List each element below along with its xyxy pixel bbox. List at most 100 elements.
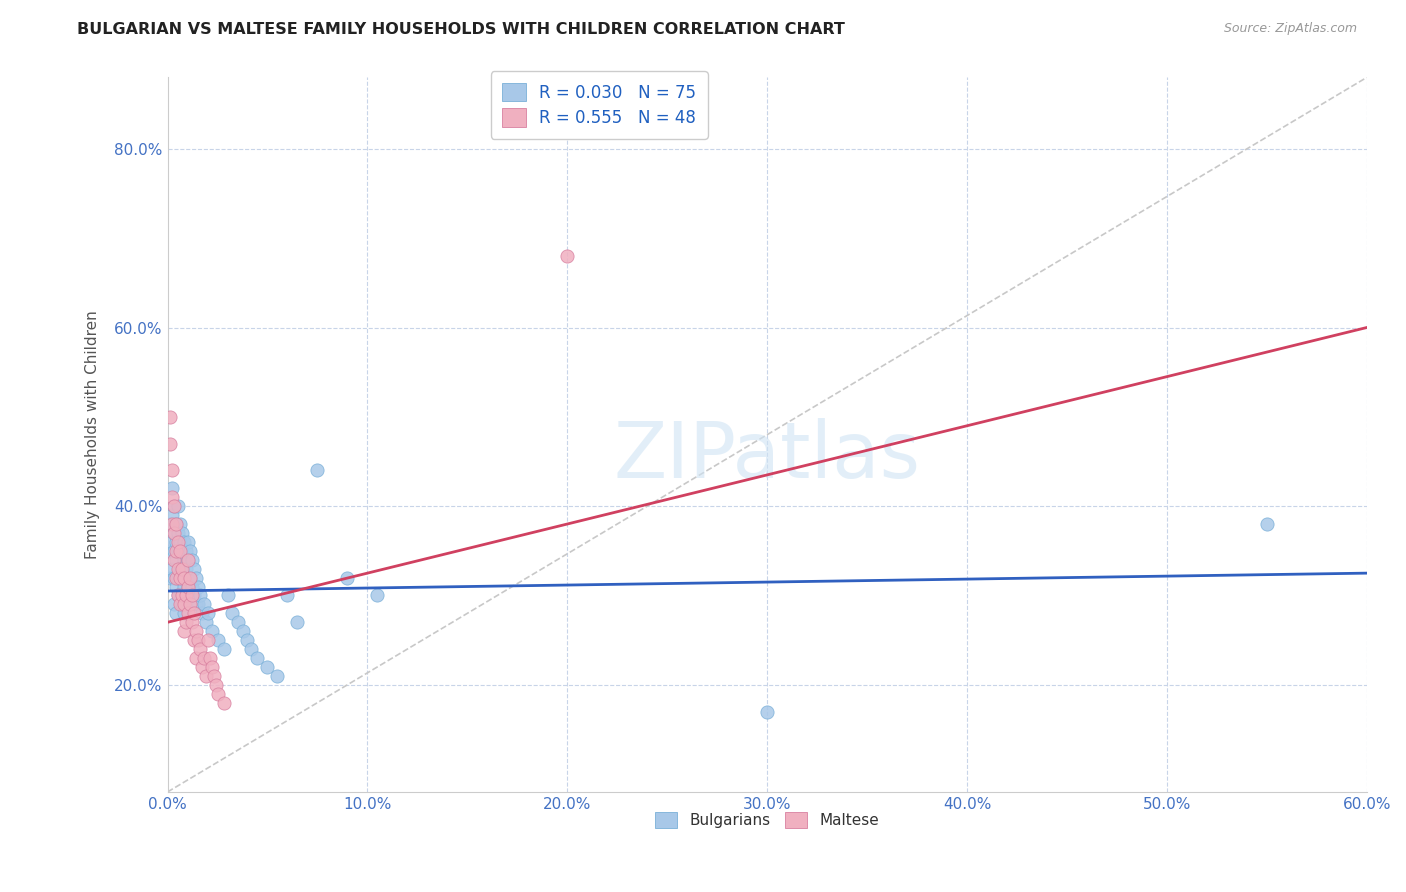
Point (160, 516, 183, 531)
Point (188, 589, 211, 603)
Point (165, 607, 187, 621)
Point (176, 553, 198, 567)
Point (200, 660, 222, 674)
Point (204, 678, 226, 692)
Point (179, 571, 201, 585)
Point (287, 615, 309, 630)
Point (169, 516, 191, 531)
Point (166, 534, 188, 549)
Point (276, 589, 298, 603)
Point (162, 525, 184, 540)
Point (180, 553, 202, 567)
Y-axis label: Family Households with Children: Family Households with Children (86, 310, 100, 559)
Point (183, 607, 205, 621)
Point (169, 589, 191, 603)
Point (184, 624, 207, 639)
Point (198, 651, 221, 665)
Text: ZIPatlas: ZIPatlas (613, 418, 921, 494)
Point (174, 589, 197, 603)
Point (160, 481, 183, 495)
Text: Source: ZipAtlas.com: Source: ZipAtlas.com (1223, 22, 1357, 36)
Point (186, 633, 208, 648)
Point (184, 598, 207, 612)
Point (162, 499, 184, 513)
Point (202, 669, 225, 683)
Point (174, 543, 197, 558)
Point (236, 633, 259, 648)
Point (190, 660, 212, 674)
Point (160, 508, 183, 522)
Point (194, 669, 217, 683)
Point (160, 490, 183, 504)
Point (176, 607, 198, 621)
Point (186, 598, 208, 612)
Point (170, 562, 193, 576)
Point (266, 669, 288, 683)
Point (160, 463, 183, 477)
Point (256, 660, 278, 674)
Point (159, 571, 181, 585)
Point (197, 633, 219, 648)
Point (179, 598, 201, 612)
Point (173, 571, 195, 585)
Point (173, 534, 195, 549)
Point (212, 696, 235, 710)
Point (162, 553, 184, 567)
Point (165, 571, 187, 585)
Point (555, 249, 578, 263)
Point (160, 534, 183, 549)
Point (170, 525, 193, 540)
Point (166, 589, 188, 603)
Point (165, 516, 187, 531)
Point (174, 615, 197, 630)
Point (226, 615, 249, 630)
Point (170, 598, 193, 612)
Point (186, 580, 208, 594)
Point (173, 553, 195, 567)
Point (159, 543, 181, 558)
Point (162, 499, 184, 513)
Point (756, 705, 779, 719)
Point (176, 580, 198, 594)
Point (180, 615, 202, 630)
Point (159, 436, 181, 450)
Point (176, 553, 198, 567)
Point (193, 598, 215, 612)
Point (179, 571, 201, 585)
Point (165, 516, 187, 531)
Point (200, 624, 222, 639)
Point (183, 562, 205, 576)
Point (173, 624, 195, 639)
Point (180, 589, 202, 603)
Point (207, 687, 229, 701)
Point (170, 543, 193, 558)
Point (173, 580, 195, 594)
Point (166, 589, 188, 603)
Point (232, 624, 254, 639)
Point (166, 525, 188, 540)
Point (180, 580, 202, 594)
Point (173, 607, 195, 621)
Legend: Bulgarians, Maltese: Bulgarians, Maltese (650, 805, 884, 834)
Point (176, 534, 198, 549)
Point (160, 562, 183, 576)
Point (217, 589, 239, 603)
Point (162, 543, 184, 558)
Point (166, 543, 188, 558)
Point (174, 589, 197, 603)
Point (246, 651, 269, 665)
Point (336, 571, 359, 585)
Point (366, 589, 388, 603)
Point (207, 633, 229, 648)
Point (173, 598, 195, 612)
Point (183, 589, 205, 603)
Point (165, 553, 187, 567)
Point (179, 598, 201, 612)
Point (221, 607, 243, 621)
Point (176, 580, 198, 594)
Point (183, 633, 205, 648)
Point (169, 562, 191, 576)
Point (188, 642, 211, 657)
Point (165, 534, 187, 549)
Point (212, 642, 235, 657)
